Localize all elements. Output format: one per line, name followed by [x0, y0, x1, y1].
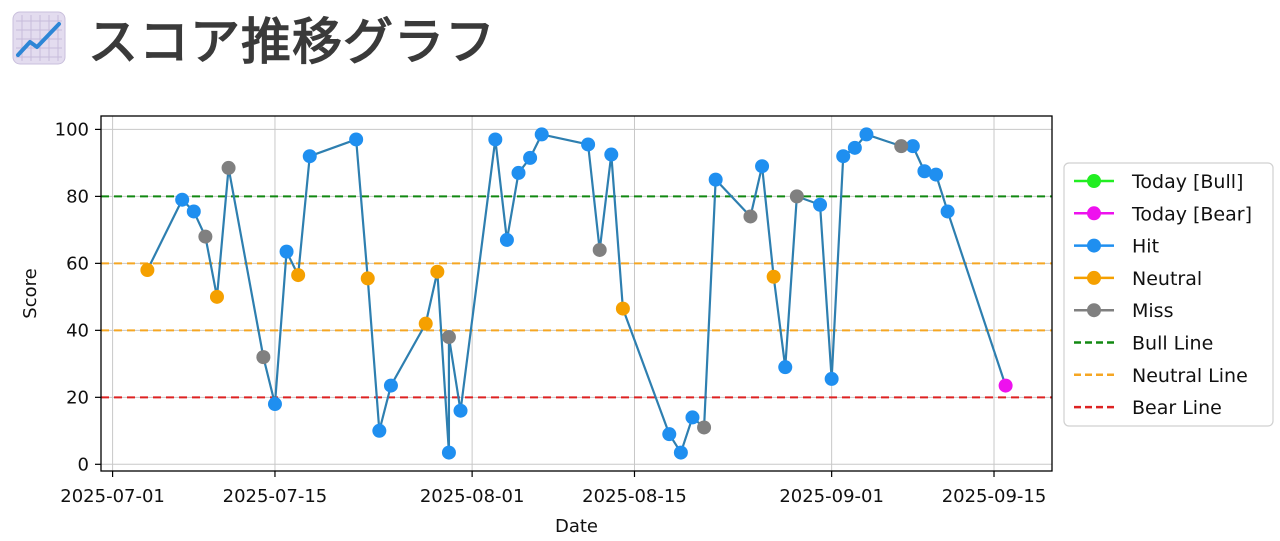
hit-point [813, 197, 828, 212]
hit-point [383, 378, 398, 393]
y-axis-label: Score [20, 268, 41, 318]
legend-item: Bull Line [1074, 333, 1213, 355]
hit-point [302, 149, 317, 164]
hit-point [279, 244, 294, 259]
miss-point [441, 330, 456, 345]
miss-point [789, 189, 804, 204]
x-tick-label: 2025-07-15 [223, 486, 328, 507]
hit-point [581, 137, 596, 152]
neutral-point [430, 264, 445, 279]
legend-label: Hit [1132, 236, 1159, 258]
hit-point [349, 132, 364, 147]
miss-point [592, 242, 607, 257]
legend-item: Today [Bull] [1074, 171, 1243, 193]
hit-point [778, 360, 793, 375]
legend-label: Today [Bull] [1131, 171, 1243, 193]
hit-point [604, 147, 619, 162]
miss-point [697, 420, 712, 435]
hit-point [523, 150, 538, 165]
neutral-point [418, 316, 433, 331]
hit-point [859, 127, 874, 142]
x-axis-label: Date [555, 516, 598, 537]
legend-label: Today [Bear] [1131, 203, 1252, 225]
y-tick-label: 40 [66, 320, 89, 341]
plot-frame [100, 115, 1053, 472]
page-title: スコア推移グラフ [88, 13, 496, 71]
hit-point [662, 427, 677, 442]
hit-point [488, 132, 503, 147]
hit-point [824, 371, 839, 386]
miss-point [256, 350, 271, 365]
hit-point [175, 192, 190, 207]
hit-point [372, 423, 387, 438]
x-tick-label: 2025-09-15 [942, 486, 1047, 507]
hit-point [499, 232, 514, 247]
y-tick-label: 100 [55, 119, 89, 140]
legend-item: Neutral [1074, 268, 1202, 290]
legend-item: Neutral Line [1074, 365, 1248, 387]
hit-point [940, 204, 955, 219]
legend-label: Miss [1132, 300, 1173, 322]
y-tick-label: 60 [66, 253, 89, 274]
hit-point [673, 445, 688, 460]
x-tick-label: 2025-09-01 [779, 486, 884, 507]
hit-point [755, 159, 770, 174]
legend-item: Miss [1074, 300, 1173, 322]
hit-point [534, 127, 549, 142]
neutral-point [615, 301, 630, 316]
legend-box [1063, 162, 1274, 427]
neutral-point [360, 271, 375, 286]
miss-point [198, 229, 213, 244]
legend-item: Hit [1074, 236, 1159, 258]
legend-label: Neutral Line [1132, 365, 1248, 387]
legend-swatch-marker [1087, 303, 1101, 318]
chart-increasing-icon [12, 11, 66, 65]
legend-item: Bear Line [1074, 397, 1222, 419]
neutral-point [140, 263, 155, 278]
legend-swatch-marker [1087, 174, 1101, 188]
title-bar: スコア推移グラフ [12, 6, 496, 71]
legend-swatch-marker [1087, 206, 1101, 221]
miss-point [221, 160, 236, 175]
legend-label: Neutral [1132, 268, 1202, 290]
hit-point [511, 165, 526, 180]
legend-label: Bear Line [1132, 397, 1222, 419]
hit-point [905, 139, 920, 154]
legend-swatch-marker [1087, 270, 1101, 285]
hit-point [929, 167, 944, 182]
y-tick-label: 0 [78, 454, 89, 475]
neutral-point [291, 268, 306, 283]
x-tick-label: 2025-07-01 [60, 486, 165, 507]
hit-point [917, 164, 932, 179]
hit-point [267, 397, 282, 412]
legend-swatch-marker [1087, 238, 1101, 253]
x-tick-label: 2025-08-01 [420, 486, 525, 507]
legend-label: Bull Line [1132, 333, 1213, 355]
hit-point [441, 445, 456, 460]
hit-point [708, 172, 723, 187]
hit-point [453, 403, 468, 418]
neutral-point [209, 289, 224, 304]
y-tick-label: 80 [66, 186, 89, 207]
legend-item: Today [Bear] [1074, 203, 1252, 225]
x-tick-label: 2025-08-15 [582, 486, 687, 507]
miss-point [743, 209, 758, 224]
hit-point [685, 410, 700, 425]
hit-point [847, 140, 862, 155]
hit-point [836, 149, 851, 164]
miss-point [894, 139, 909, 154]
y-tick-label: 20 [66, 387, 89, 408]
today-bear-point [998, 378, 1013, 393]
neutral-point [766, 269, 781, 284]
hit-point [186, 204, 201, 219]
